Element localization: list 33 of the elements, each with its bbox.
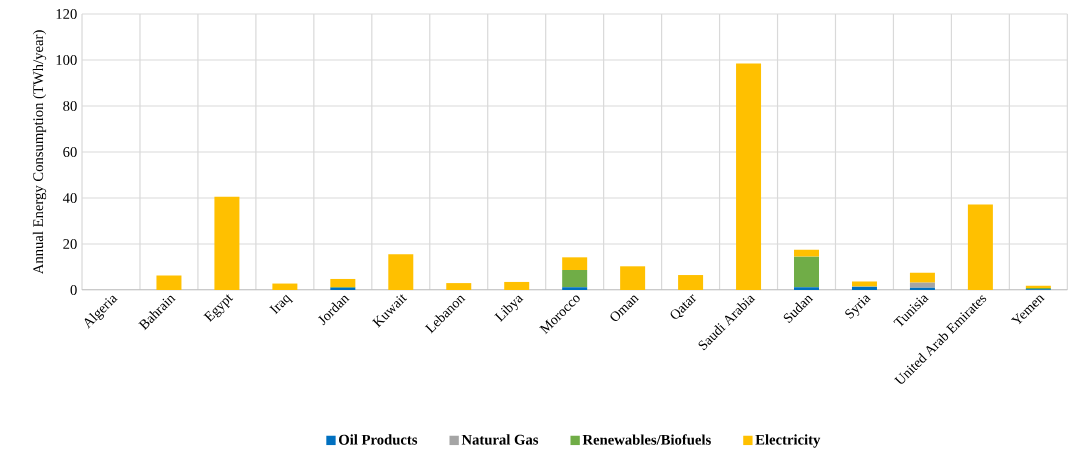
bar bbox=[504, 281, 530, 290]
y-tick-label: 80 bbox=[63, 101, 77, 111]
bar bbox=[909, 282, 935, 288]
bar bbox=[794, 287, 820, 290]
bar bbox=[794, 249, 820, 257]
bar bbox=[851, 281, 877, 287]
legend-label: Electricity bbox=[755, 434, 821, 448]
y-tick-label: 100 bbox=[56, 55, 77, 65]
legend-label: Oil Products bbox=[339, 434, 418, 445]
bar bbox=[794, 256, 820, 288]
y-tick-label: 60 bbox=[63, 147, 77, 157]
bar bbox=[909, 272, 935, 283]
bar bbox=[562, 257, 588, 270]
legend-label: Renewables/Biofuels bbox=[582, 434, 711, 445]
y-tick-label: 120 bbox=[56, 9, 77, 19]
bar bbox=[562, 287, 588, 290]
bar bbox=[678, 275, 704, 290]
bar bbox=[736, 63, 762, 290]
bar bbox=[330, 278, 356, 287]
bar bbox=[388, 254, 414, 290]
bar bbox=[620, 266, 646, 290]
bar bbox=[562, 269, 588, 288]
bar bbox=[967, 204, 993, 290]
x-tick-label: Iraq bbox=[269, 294, 294, 315]
bar bbox=[272, 283, 298, 290]
bar bbox=[446, 283, 472, 290]
bar bbox=[214, 196, 240, 290]
bar bbox=[156, 275, 182, 290]
legend-label: Natural Gas bbox=[461, 434, 539, 445]
y-axis-title: Annual Energy Consumption (TWh/year) bbox=[32, 30, 47, 275]
y-tick-label: 0 bbox=[70, 285, 77, 295]
y-tick-label: 20 bbox=[63, 239, 77, 249]
y-tick-label: 40 bbox=[62, 193, 77, 203]
